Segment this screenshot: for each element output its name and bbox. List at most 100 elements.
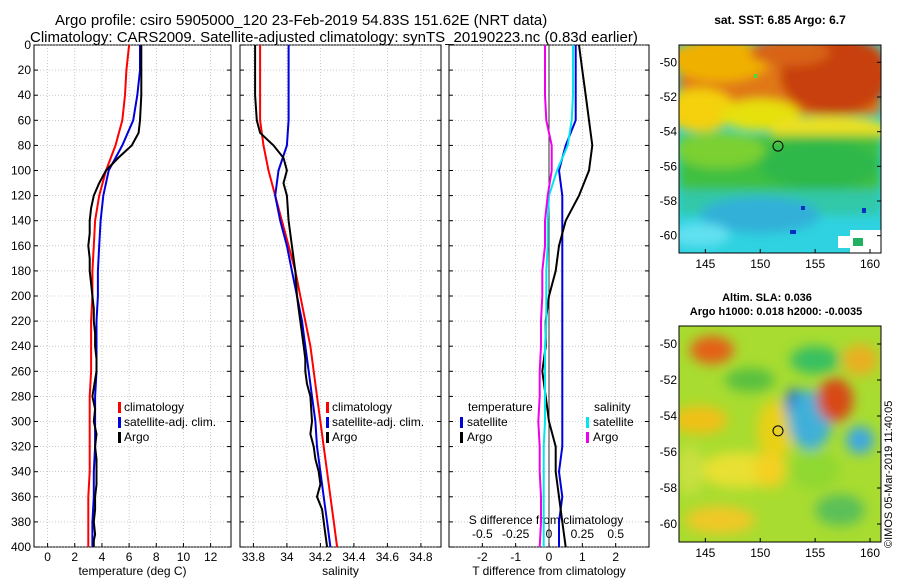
s-diff-tick-label: -0.25	[502, 527, 530, 541]
legend-swatch	[326, 417, 329, 428]
y-tick-label: 60	[18, 113, 32, 127]
y-tick-label: 0	[24, 38, 31, 52]
map-x-tick-label: 150	[750, 546, 770, 560]
temperature-x-tick-label: 6	[126, 550, 133, 564]
map-y-tick-label: -60	[660, 517, 678, 531]
temperature-x-tick-label: 2	[71, 550, 78, 564]
sla-map: Altim. SLA: 0.036 Argo h1000: 0.018 h200…	[660, 292, 882, 560]
map-x-tick-label: 150	[750, 257, 770, 271]
temperature-plot-area	[33, 44, 232, 548]
map-y-tick-label: -58	[660, 194, 678, 208]
y-tick-label: 160	[11, 239, 31, 253]
s-diff-tick-label: 0.5	[607, 527, 624, 541]
y-tick-label: 80	[18, 138, 32, 152]
s-diff-axis-label: S difference from climatology	[469, 513, 624, 527]
map-x-tick-label: 145	[695, 257, 715, 271]
y-tick-label: 240	[11, 339, 31, 353]
difference-x-tick-label: 1	[579, 550, 586, 564]
y-tick-label: 320	[11, 440, 31, 454]
y-tick-label: 140	[11, 214, 31, 228]
map-y-tick-label: -60	[660, 229, 678, 243]
legend-entry: satellite	[593, 415, 634, 429]
salinity-panel: 33.8 34 34.2 34.4 34.6 34.8 salinity climatolog…	[239, 44, 442, 578]
legend-swatch	[586, 432, 589, 443]
legend-swatch	[586, 417, 589, 428]
series-line-salinity-satellite	[542, 45, 574, 547]
map-y-tick-label: -58	[660, 481, 678, 495]
map-y-tick-label: -52	[660, 373, 678, 387]
chart-title-line2: Climatology: CARS2009. Satellite-adjuste…	[30, 29, 638, 46]
sla-map-title-line1: Altim. SLA: 0.036	[722, 292, 812, 304]
sst-map-title: sat. SST: 6.85 Argo: 6.7	[714, 13, 846, 27]
temperature-x-axis-label: temperature (deg C)	[78, 564, 186, 578]
series-line-temperature-argo	[541, 44, 594, 548]
difference-x-axis-label: T difference from climatology	[472, 564, 626, 578]
y-tick-label: 180	[11, 264, 31, 278]
temperature-x-tick-label: 10	[177, 550, 191, 564]
legend-entry: Argo	[332, 430, 358, 444]
sst-argo-marker	[772, 140, 784, 152]
legend-entry: satellite-adj. clim.	[332, 415, 424, 429]
series-line-satellite-adj-clim-	[91, 45, 141, 547]
legend-entry: satellite	[467, 415, 508, 429]
series-line-temperature-satellite	[557, 45, 577, 547]
legend-entry: climatology	[124, 400, 184, 414]
map-y-tick-label: -56	[660, 445, 678, 459]
map-y-tick-label: -50	[660, 337, 678, 351]
series-line-argo	[87, 45, 143, 547]
series-line-climatology	[259, 45, 339, 548]
map-y-tick-label: -56	[660, 159, 678, 173]
salinity-x-tick-label: 34.4	[342, 550, 366, 564]
legend-swatch	[460, 417, 463, 428]
chart-title-line1: Argo profile: csiro 5905000_120 23-Feb-2…	[55, 12, 548, 29]
legend-swatch	[118, 417, 121, 428]
difference-x-tick-label: -1	[510, 550, 521, 564]
sla-argo-marker	[772, 425, 784, 437]
difference-x-tick-label: -2	[477, 550, 488, 564]
temperature-panel: 0204060801001201401601802002202402602803…	[11, 38, 232, 578]
temperature-x-tick-label: 8	[153, 550, 160, 564]
y-tick-label: 220	[11, 314, 31, 328]
y-tick-label: 20	[18, 63, 32, 77]
y-tick-label: 200	[11, 289, 31, 303]
s-diff-tick-label: -0.5	[472, 527, 493, 541]
legend-swatch	[118, 402, 121, 413]
sla-map-title-line2: Argo h1000: 0.018 h2000: -0.0035	[690, 306, 862, 318]
watermark: ©IMOS 05-Mar-2019 11:40:05	[883, 401, 895, 548]
sst-map: sat. SST: 6.85 Argo: 6.7	[660, 13, 882, 271]
legend-swatch	[326, 432, 329, 443]
temperature-x-tick-label: 0	[44, 550, 51, 564]
sst-heatmap	[679, 45, 881, 253]
y-tick-label: 100	[11, 164, 31, 178]
legend-swatch	[118, 432, 121, 443]
salinity-x-tick-label: 33.8	[242, 550, 266, 564]
legend-entry: Argo	[467, 430, 493, 444]
legend-temperature-title: temperature	[468, 400, 533, 414]
difference-x-tick-label: 2	[612, 550, 619, 564]
y-tick-label: 360	[11, 490, 31, 504]
map-y-tick-label: -52	[660, 90, 678, 104]
difference-panel: -2 -1 0 1 2-0.5 -0.25 0 0.25 0.5S difference fro…	[448, 44, 650, 578]
map-x-tick-label: 160	[860, 257, 880, 271]
legend-swatch	[326, 402, 329, 413]
legend-salinity-title: salinity	[594, 400, 631, 414]
series-line-salinity-argo	[537, 45, 553, 548]
legend-swatch	[460, 432, 463, 443]
temperature-x-tick-label: 4	[99, 550, 106, 564]
legend-entry: Argo	[124, 430, 150, 444]
legend-entry: Argo	[593, 430, 619, 444]
map-x-tick-label: 155	[805, 257, 825, 271]
map-y-tick-label: -54	[660, 409, 678, 423]
legend-entry: satellite-adj. clim.	[124, 415, 216, 429]
y-tick-label: 300	[11, 415, 31, 429]
map-y-tick-label: -50	[660, 55, 678, 69]
y-tick-label: 40	[18, 88, 32, 102]
y-tick-label: 380	[11, 515, 31, 529]
map-x-tick-label: 145	[695, 546, 715, 560]
y-tick-label: 260	[11, 364, 31, 378]
y-tick-label: 340	[11, 465, 31, 479]
y-tick-label: 400	[11, 540, 31, 554]
temperature-x-tick-label: 12	[204, 550, 218, 564]
difference-x-tick-label: 0	[546, 550, 553, 564]
